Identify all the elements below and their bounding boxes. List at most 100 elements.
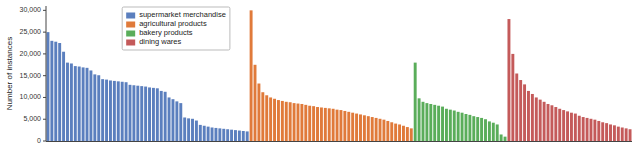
bar [172, 99, 175, 141]
y-tick [43, 10, 46, 11]
bar [125, 82, 128, 141]
bar [277, 100, 280, 141]
bar [609, 124, 612, 141]
bar [74, 66, 77, 141]
bar [144, 87, 147, 141]
bar [379, 119, 382, 141]
bar [250, 10, 253, 141]
bar [449, 110, 452, 141]
bar [164, 92, 167, 141]
bar [54, 42, 57, 141]
bar [261, 92, 264, 141]
bar [476, 117, 479, 141]
bar [105, 80, 108, 141]
legend-swatch [126, 40, 135, 46]
bar [347, 112, 350, 141]
bar [70, 63, 73, 141]
legend-swatch [126, 22, 135, 28]
bar [89, 70, 92, 141]
bar [238, 131, 241, 141]
bar [199, 125, 202, 141]
bar [132, 85, 135, 141]
bar [605, 123, 608, 141]
bar [515, 74, 518, 142]
bar [511, 54, 514, 141]
x-axis-line [46, 141, 632, 142]
bar [593, 120, 596, 141]
y-tick [43, 141, 46, 142]
bar [324, 108, 327, 141]
bar [414, 63, 417, 141]
bar [257, 84, 260, 141]
bar [187, 118, 190, 141]
bar [465, 114, 468, 141]
bar [543, 102, 546, 141]
bar [519, 80, 522, 141]
bar [601, 122, 604, 141]
bar [121, 82, 124, 141]
y-axis-line [46, 6, 47, 141]
bar [113, 81, 116, 141]
bar [269, 97, 272, 141]
legend-swatch [126, 31, 135, 37]
bar [554, 107, 557, 141]
chart: 05,00010,00015,00020,00025,00030,000Numb… [0, 0, 640, 147]
bar [523, 84, 526, 141]
bar [242, 131, 245, 141]
bar [367, 116, 370, 141]
bar [211, 128, 214, 142]
bar [152, 88, 155, 141]
bar [304, 105, 307, 141]
bar [578, 116, 581, 141]
bar [562, 110, 565, 141]
bar [101, 79, 104, 141]
axes: 05,00010,00015,00020,00025,00030,000 [20, 6, 632, 144]
bar [507, 19, 510, 141]
bar [86, 68, 89, 141]
bar [140, 86, 143, 141]
bar [300, 104, 303, 141]
y-tick [43, 119, 46, 120]
bar [488, 121, 491, 141]
legend-label: agricultural products [139, 19, 207, 28]
legend-label: supermarket merchandise [139, 10, 226, 19]
bar [179, 103, 182, 141]
bar [472, 116, 475, 141]
bar [492, 123, 495, 141]
bar [586, 118, 589, 141]
bar [175, 101, 178, 141]
bar [625, 128, 628, 141]
bar [527, 91, 530, 141]
y-tick [43, 97, 46, 98]
bar [254, 65, 257, 141]
bar [375, 118, 378, 141]
bar [539, 100, 542, 141]
bar [468, 115, 471, 141]
bar [441, 107, 444, 141]
bar [394, 124, 397, 141]
bar [418, 98, 421, 141]
y-tick-label: 10,000 [20, 93, 42, 100]
bar [308, 106, 311, 141]
bar [437, 106, 440, 141]
legend-label: bakery products [139, 28, 193, 37]
bar [148, 87, 151, 141]
bar [453, 111, 456, 141]
bar [214, 128, 217, 141]
bar [289, 102, 292, 141]
bar [461, 113, 464, 141]
bar [234, 130, 237, 141]
y-tick [43, 32, 46, 33]
bar [425, 103, 428, 141]
y-tick-label: 0 [37, 137, 41, 144]
bar [429, 104, 432, 141]
bar [390, 122, 393, 141]
bar [422, 102, 425, 141]
bar [129, 85, 132, 141]
bar [531, 94, 534, 141]
bar [168, 97, 171, 141]
bar [355, 114, 358, 141]
bar [285, 102, 288, 141]
bar [496, 124, 499, 141]
bar [343, 111, 346, 141]
